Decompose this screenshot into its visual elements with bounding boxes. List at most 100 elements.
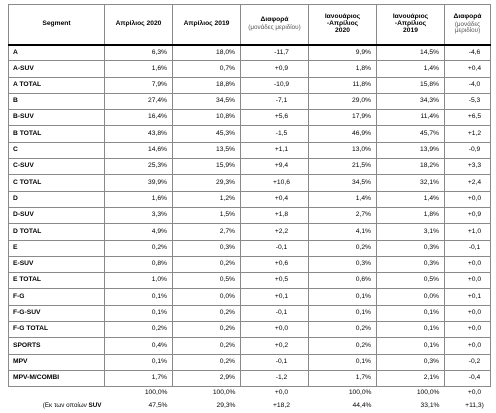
cell-jan-apr-2020: 0,2%: [308, 337, 377, 355]
header-april-2020: Απρίλιος 2020: [104, 4, 173, 46]
table-row: D 1,6% 1,2% +0,4 1,4% 1,4% +0,0: [8, 190, 491, 208]
cell-diff-jan-apr: +1,2: [444, 125, 491, 143]
cell-jan-apr-2020: 0,3%: [308, 255, 377, 274]
cell-segment: E TOTAL: [8, 272, 105, 290]
suv-diff-april: +18,2: [273, 401, 290, 409]
cell-diff-jan-apr: +3,3: [444, 158, 491, 176]
cell-diff-jan-apr: +6,5: [444, 109, 491, 127]
cell-april-2019: 18,0%: [172, 43, 241, 62]
suv-diff-jan-apr: +11,3): [465, 401, 484, 409]
header-diff-april-title: Διαφορά: [260, 16, 289, 24]
cell-april-2020: 0,1%: [104, 288, 173, 306]
table-row: F-G TOTAL 0,2% 0,2% +0,0 0,2% 0,1% +0,0: [8, 321, 491, 339]
cell-april-2020: 0,4%: [104, 337, 173, 355]
cell-diff-jan-apr: +0,9: [444, 206, 491, 225]
cell-april-2020: 0,1%: [104, 304, 173, 323]
table-row: E 0,2% 0,3% -0,1 0,2% 0,3% -0,1: [8, 239, 491, 257]
suv-jan-apr-2019: 33,1%: [420, 401, 440, 409]
cell-jan-apr-2020: 1,8%: [308, 60, 377, 78]
cell-jan-apr-2020: 17,9%: [308, 109, 377, 127]
cell-diff-jan-apr: +1,0: [444, 223, 491, 241]
cell-diff-jan-apr: +2,4: [444, 174, 491, 192]
cell-jan-apr-2020: 46,9%: [308, 125, 377, 143]
cell-jan-apr-2020: 4,1%: [308, 223, 377, 241]
cell-april-2020: 6,3%: [104, 43, 173, 62]
cell-diff-april: +9,4: [240, 158, 309, 176]
suv-share-label-prefix: (Εκ των οποίων: [42, 402, 87, 410]
total-diff-jan-apr: +0,0: [467, 389, 482, 397]
cell-diff-jan-apr: -4,0: [444, 76, 491, 94]
cell-jan-apr-2020: 34,5%: [308, 174, 377, 192]
cell-diff-april: +1,8: [240, 206, 309, 225]
cell-april-2020: 39,9%: [104, 174, 173, 192]
cell-diff-jan-apr: +0,0: [444, 304, 491, 323]
header-diff-jan-apr-sub: (μονάδες μεριδίου): [454, 20, 481, 35]
cell-diff-jan-apr: +0,0: [444, 321, 491, 339]
cell-jan-apr-2019: 0,0%: [376, 288, 445, 306]
cell-jan-apr-2019: 3,1%: [376, 223, 445, 241]
cell-april-2019: 29,3%: [172, 174, 241, 192]
table-row: D TOTAL 4,9% 2,7% +2,2 4,1% 3,1% +1,0: [8, 223, 491, 241]
cell-diff-april: +0,4: [240, 190, 309, 208]
table-row: E TOTAL 1,0% 0,5% +0,5 0,6% 0,5% +0,0: [8, 272, 491, 290]
cell-jan-apr-2019: 34,3%: [376, 92, 445, 111]
header-jan-apr-2020: Ιανουάριος -Απρίλιος 2020: [308, 4, 377, 46]
cell-jan-apr-2019: 15,8%: [376, 76, 445, 94]
cell-jan-apr-2020: 13,0%: [308, 141, 377, 160]
cell-april-2020: 1,6%: [104, 60, 173, 78]
cell-jan-apr-2020: 0,1%: [308, 288, 377, 306]
cell-jan-apr-2020: 11,8%: [308, 76, 377, 94]
cell-diff-april: +0,6: [240, 255, 309, 274]
cell-jan-apr-2019: 32,1%: [376, 174, 445, 192]
cell-april-2020: 4,9%: [104, 223, 173, 241]
cell-diff-april: -0,1: [240, 304, 309, 323]
header-april-2019: Απρίλιος 2019: [172, 4, 241, 46]
cell-diff-april: +10,6: [240, 174, 309, 192]
cell-diff-april: -0,1: [240, 353, 309, 371]
cell-segment: F-G: [8, 288, 105, 306]
cell-jan-apr-2019: 18,2%: [376, 158, 445, 176]
cell-april-2019: 0,2%: [172, 321, 241, 339]
table-row: MPV 0,1% 0,2% -0,1 0,1% 0,3% -0,2: [8, 353, 491, 371]
cell-jan-apr-2019: 0,1%: [376, 337, 445, 355]
table-row: F-G-SUV 0,1% 0,2% -0,1 0,1% 0,1% +0,0: [8, 304, 491, 323]
header-segment: Segment: [8, 4, 105, 46]
total-apr2019: 100,0%: [212, 389, 236, 397]
cell-segment: B TOTAL: [8, 125, 105, 143]
table-row: A 6,3% 18,0% -11,7 9,9% 14,5% -4,6: [8, 43, 491, 62]
cell-diff-april: -7,1: [240, 92, 309, 111]
cell-april-2020: 0,2%: [104, 239, 173, 257]
table-row: SPORTS 0,4% 0,2% +0,2 0,2% 0,1% +0,0: [8, 337, 491, 355]
cell-diff-april: -1,2: [240, 369, 309, 388]
header-jan-apr-2020-line3: 2020: [335, 26, 350, 34]
cell-diff-jan-apr: -4,6: [444, 43, 491, 62]
cell-segment: A TOTAL: [8, 76, 105, 94]
cell-april-2020: 25,3%: [104, 158, 173, 176]
table-row: B 27,4% 34,5% -7,1 29,0% 34,3% -5,3: [8, 92, 491, 111]
cell-april-2020: 3,3%: [104, 206, 173, 225]
cell-segment: MPV-M/COMBI: [8, 369, 105, 388]
header-diff-jan-apr-title: Διαφορά: [453, 13, 482, 21]
cell-segment: C TOTAL: [8, 174, 105, 192]
cell-april-2020: 0,8%: [104, 255, 173, 274]
header-jan-apr-2019-line2: -Απρίλιος: [394, 19, 427, 27]
cell-diff-april: +0,5: [240, 272, 309, 290]
cell-jan-apr-2019: 0,1%: [376, 304, 445, 323]
cell-diff-april: -11,7: [240, 43, 309, 62]
cell-april-2020: 27,4%: [104, 92, 173, 111]
total-row: 100,0% 100,0% +0,0 100,0% 100,0% +0,0: [9, 387, 491, 400]
cell-jan-apr-2019: 1,4%: [376, 190, 445, 208]
cell-diff-jan-apr: +0,0: [444, 255, 491, 274]
cell-jan-apr-2020: 1,4%: [308, 190, 377, 208]
total-jan-apr-2020: 100,0%: [348, 389, 372, 397]
total-row-label: [9, 387, 105, 400]
cell-april-2019: 0,3%: [172, 239, 241, 257]
cell-april-2019: 2,9%: [172, 369, 241, 388]
suv-jan-apr-2020: 44,4%: [352, 401, 372, 409]
cell-segment: E: [8, 239, 105, 257]
cell-jan-apr-2019: 13,9%: [376, 141, 445, 160]
cell-jan-apr-2019: 14,5%: [376, 43, 445, 62]
total-jan-apr-2019: 100,0%: [416, 389, 440, 397]
table-row: C-SUV 25,3% 15,9% +9,4 21,5% 18,2% +3,3: [8, 158, 491, 176]
cell-diff-jan-apr: +0,0: [444, 272, 491, 290]
